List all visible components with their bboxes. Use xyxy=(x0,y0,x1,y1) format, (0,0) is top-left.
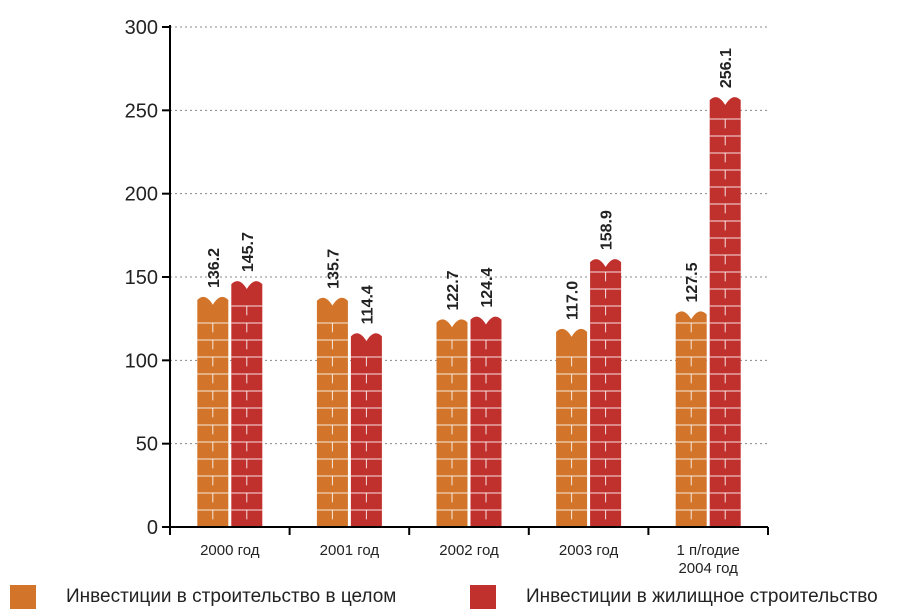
legend-label-total: Инвестиции в строительство в целом xyxy=(66,586,397,607)
bar xyxy=(231,281,263,527)
legend-swatch-housing xyxy=(470,585,496,609)
data-label: 122.7 xyxy=(445,270,462,310)
data-label: 124.4 xyxy=(479,268,496,308)
bar xyxy=(436,319,468,527)
y-tick-label: 150 xyxy=(125,267,158,289)
data-label: 114.4 xyxy=(359,285,376,324)
y-tick-label: 250 xyxy=(125,100,158,122)
bar xyxy=(675,311,707,527)
x-category-label: 2004 год xyxy=(678,560,738,577)
data-label: 145.7 xyxy=(240,232,257,272)
data-label: 127.5 xyxy=(684,262,701,302)
legend-item-housing: Инвестиции в жилищное строительство xyxy=(470,585,878,609)
data-label: 136.2 xyxy=(206,248,223,288)
x-category-label: 2002 год xyxy=(439,542,499,559)
y-tick-label: 0 xyxy=(147,517,158,539)
x-category-label: 2001 год xyxy=(320,542,380,559)
y-tick-label: 50 xyxy=(136,434,158,456)
y-tick-label: 200 xyxy=(125,184,158,206)
data-label: 117.0 xyxy=(565,281,582,320)
x-category-label: 1 п/годие xyxy=(676,542,739,559)
data-label: 158.9 xyxy=(599,210,616,250)
x-category-label: 2003 год xyxy=(559,542,619,559)
y-tick-label: 300 xyxy=(125,17,158,39)
data-label: 135.7 xyxy=(325,249,342,289)
data-label: 256.1 xyxy=(718,48,735,88)
y-tick-label: 100 xyxy=(125,350,158,372)
x-category-label: 2000 год xyxy=(200,542,260,559)
legend-swatch-total xyxy=(10,585,36,609)
legend-label-housing: Инвестиции в жилищное строительство xyxy=(526,586,878,607)
bar xyxy=(470,316,502,527)
legend-item-total: Инвестиции в строительство в целом xyxy=(10,585,396,609)
